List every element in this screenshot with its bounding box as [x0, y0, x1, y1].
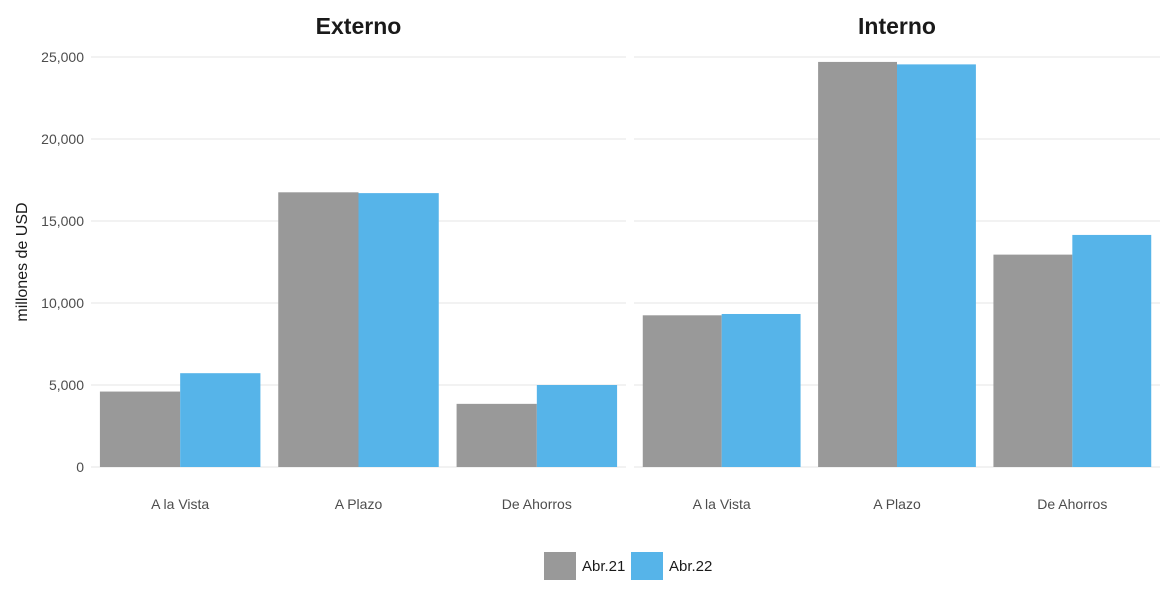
y-axis-title: millones de USD [14, 202, 31, 321]
legend-label: Abr.21 [582, 558, 625, 575]
x-tick-label: De Ahorros [502, 496, 572, 512]
bar-interno-abr22-0 [721, 313, 801, 467]
x-tick-label: De Ahorros [1037, 496, 1107, 512]
text-layer: millones de USD 0 5,000 10,000 15,000 20,000… [14, 13, 1107, 512]
legend-swatch [544, 552, 576, 580]
bar-externo-abr21-2 [456, 403, 537, 467]
bar-externo-abr22-0 [180, 373, 261, 467]
bar-interno-abr21-1 [818, 61, 897, 468]
y-tick-label: 25,000 [41, 49, 84, 65]
y-tick-label: 0 [76, 459, 84, 475]
y-tick-label: 15,000 [41, 213, 84, 229]
y-tick-label: 20,000 [41, 131, 84, 147]
bar-interno-abr22-1 [897, 64, 976, 467]
bar-externo-abr21-0 [99, 391, 181, 467]
panel-title: Externo [316, 13, 402, 39]
x-tick-label: A Plazo [335, 496, 383, 512]
bar-externo-abr22-1 [358, 193, 439, 467]
panel-title: Interno [858, 13, 936, 39]
bars-layer [99, 61, 1152, 468]
x-tick-label: A la Vista [693, 496, 751, 512]
bar-interno-abr22-2 [1072, 234, 1152, 467]
legend: Abr.21 Abr.22 [544, 552, 712, 580]
y-tick-label: 5,000 [49, 377, 84, 393]
bar-interno-abr21-0 [642, 315, 722, 467]
y-tick-label: 10,000 [41, 295, 84, 311]
bar-externo-abr22-2 [536, 385, 618, 467]
x-tick-label: A Plazo [873, 496, 921, 512]
bar-externo-abr21-1 [278, 192, 359, 468]
x-tick-label: A la Vista [151, 496, 209, 512]
bar-interno-abr21-2 [993, 254, 1073, 467]
legend-label: Abr.22 [669, 558, 712, 575]
legend-swatch [631, 552, 663, 580]
